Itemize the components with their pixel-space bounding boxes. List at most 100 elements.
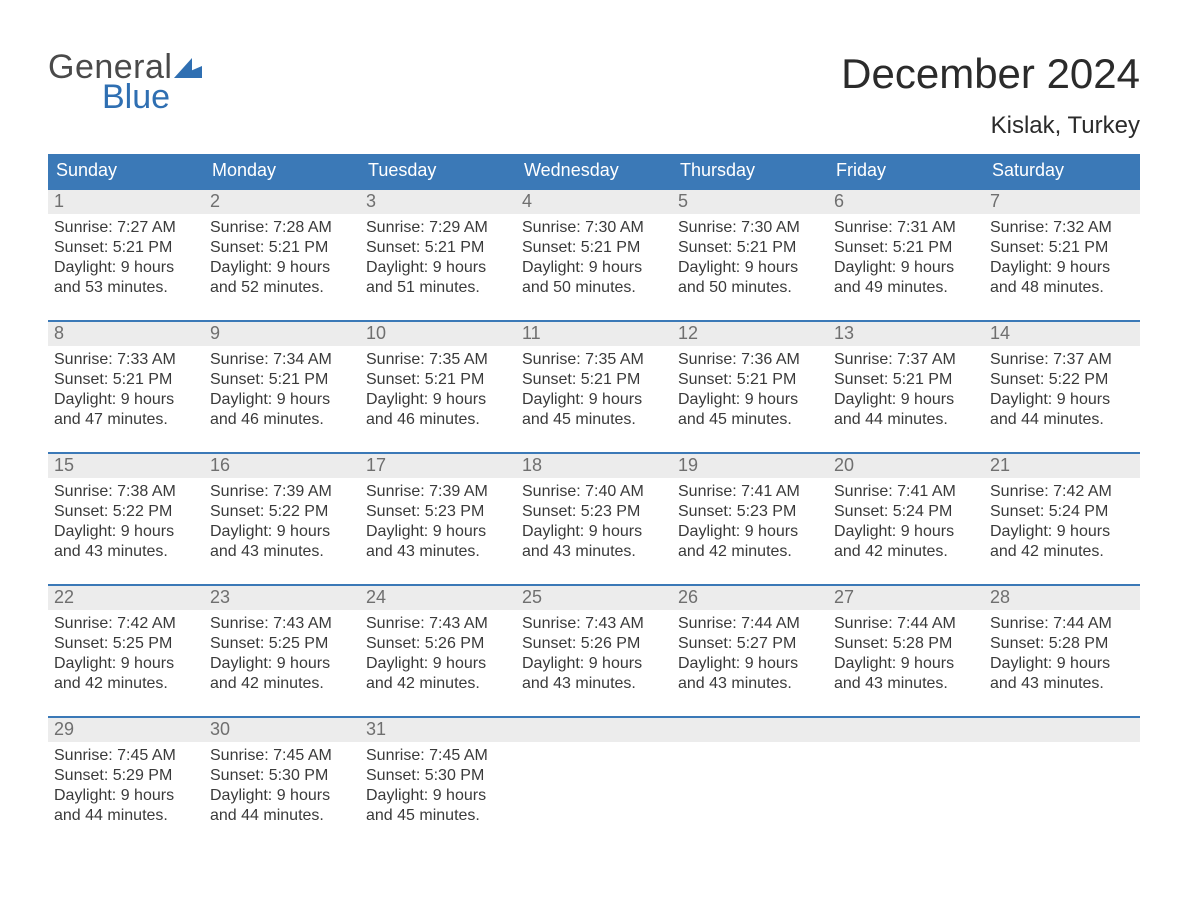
month-title: December 2024 (841, 50, 1140, 98)
day-detail-cell: Sunrise: 7:28 AMSunset: 5:21 PMDaylight:… (204, 214, 360, 298)
day-d1-line: Daylight: 9 hours (678, 654, 822, 674)
day-detail-cell (672, 742, 828, 826)
day-sr-line: Sunrise: 7:33 AM (54, 350, 198, 370)
weekday-header-cell: Sunday (48, 154, 204, 188)
day-d1-line: Daylight: 9 hours (990, 522, 1134, 542)
day-number-cell (828, 718, 984, 742)
day-number-cell: 23 (204, 586, 360, 610)
header-row: General Blue December 2024 Kislak, Turke… (48, 50, 1140, 140)
weekday-header-cell: Thursday (672, 154, 828, 188)
day-d1-line: Daylight: 9 hours (678, 390, 822, 410)
day-d2-line: and 53 minutes. (54, 278, 198, 298)
day-detail-cell: Sunrise: 7:45 AMSunset: 5:30 PMDaylight:… (360, 742, 516, 826)
day-d2-line: and 49 minutes. (834, 278, 978, 298)
calendar-page: General Blue December 2024 Kislak, Turke… (0, 0, 1188, 826)
day-sr-line: Sunrise: 7:37 AM (990, 350, 1134, 370)
day-number-cell (672, 718, 828, 742)
day-ss-line: Sunset: 5:27 PM (678, 634, 822, 654)
day-d1-line: Daylight: 9 hours (990, 654, 1134, 674)
day-d1-line: Daylight: 9 hours (678, 522, 822, 542)
day-number-cell: 27 (828, 586, 984, 610)
day-ss-line: Sunset: 5:25 PM (54, 634, 198, 654)
day-d1-line: Daylight: 9 hours (522, 258, 666, 278)
day-d2-line: and 47 minutes. (54, 410, 198, 430)
day-d1-line: Daylight: 9 hours (210, 654, 354, 674)
day-sr-line: Sunrise: 7:42 AM (54, 614, 198, 634)
day-d1-line: Daylight: 9 hours (678, 258, 822, 278)
day-detail-cell: Sunrise: 7:44 AMSunset: 5:28 PMDaylight:… (828, 610, 984, 694)
day-detail-cell: Sunrise: 7:37 AMSunset: 5:21 PMDaylight:… (828, 346, 984, 430)
day-number-cell: 30 (204, 718, 360, 742)
day-sr-line: Sunrise: 7:35 AM (366, 350, 510, 370)
day-d1-line: Daylight: 9 hours (522, 654, 666, 674)
day-number-cell: 29 (48, 718, 204, 742)
logo-text-blue: Blue (102, 80, 202, 114)
day-number-cell: 19 (672, 454, 828, 478)
day-detail-cell: Sunrise: 7:34 AMSunset: 5:21 PMDaylight:… (204, 346, 360, 430)
day-sr-line: Sunrise: 7:28 AM (210, 218, 354, 238)
day-d1-line: Daylight: 9 hours (210, 786, 354, 806)
day-ss-line: Sunset: 5:21 PM (54, 238, 198, 258)
location-label: Kislak, Turkey (841, 112, 1140, 140)
day-d1-line: Daylight: 9 hours (54, 258, 198, 278)
day-ss-line: Sunset: 5:23 PM (366, 502, 510, 522)
day-ss-line: Sunset: 5:28 PM (990, 634, 1134, 654)
day-ss-line: Sunset: 5:24 PM (834, 502, 978, 522)
day-d1-line: Daylight: 9 hours (990, 390, 1134, 410)
day-ss-line: Sunset: 5:21 PM (522, 238, 666, 258)
day-detail-row: Sunrise: 7:27 AMSunset: 5:21 PMDaylight:… (48, 214, 1140, 298)
day-sr-line: Sunrise: 7:39 AM (210, 482, 354, 502)
day-number-cell: 8 (48, 322, 204, 346)
day-d2-line: and 44 minutes. (834, 410, 978, 430)
day-number-cell (984, 718, 1140, 742)
day-detail-cell: Sunrise: 7:41 AMSunset: 5:23 PMDaylight:… (672, 478, 828, 562)
day-detail-cell: Sunrise: 7:33 AMSunset: 5:21 PMDaylight:… (48, 346, 204, 430)
day-detail-row: Sunrise: 7:38 AMSunset: 5:22 PMDaylight:… (48, 478, 1140, 562)
day-sr-line: Sunrise: 7:38 AM (54, 482, 198, 502)
day-detail-cell: Sunrise: 7:30 AMSunset: 5:21 PMDaylight:… (672, 214, 828, 298)
day-d1-line: Daylight: 9 hours (54, 654, 198, 674)
calendar: SundayMondayTuesdayWednesdayThursdayFrid… (48, 154, 1140, 826)
day-d1-line: Daylight: 9 hours (834, 390, 978, 410)
day-sr-line: Sunrise: 7:45 AM (366, 746, 510, 766)
day-detail-cell: Sunrise: 7:43 AMSunset: 5:25 PMDaylight:… (204, 610, 360, 694)
day-number-cell: 10 (360, 322, 516, 346)
day-detail-cell (828, 742, 984, 826)
day-d2-line: and 51 minutes. (366, 278, 510, 298)
day-detail-cell: Sunrise: 7:29 AMSunset: 5:21 PMDaylight:… (360, 214, 516, 298)
day-sr-line: Sunrise: 7:43 AM (366, 614, 510, 634)
day-d2-line: and 50 minutes. (678, 278, 822, 298)
day-detail-cell: Sunrise: 7:41 AMSunset: 5:24 PMDaylight:… (828, 478, 984, 562)
day-d2-line: and 42 minutes. (678, 542, 822, 562)
day-detail-cell: Sunrise: 7:35 AMSunset: 5:21 PMDaylight:… (516, 346, 672, 430)
day-sr-line: Sunrise: 7:34 AM (210, 350, 354, 370)
day-detail-cell: Sunrise: 7:37 AMSunset: 5:22 PMDaylight:… (984, 346, 1140, 430)
day-d2-line: and 42 minutes. (54, 674, 198, 694)
day-number-cell: 12 (672, 322, 828, 346)
day-detail-cell: Sunrise: 7:38 AMSunset: 5:22 PMDaylight:… (48, 478, 204, 562)
day-sr-line: Sunrise: 7:43 AM (210, 614, 354, 634)
day-d2-line: and 42 minutes. (366, 674, 510, 694)
day-d2-line: and 42 minutes. (834, 542, 978, 562)
day-d1-line: Daylight: 9 hours (210, 522, 354, 542)
day-number-cell: 18 (516, 454, 672, 478)
day-d1-line: Daylight: 9 hours (366, 786, 510, 806)
day-detail-cell: Sunrise: 7:39 AMSunset: 5:22 PMDaylight:… (204, 478, 360, 562)
day-ss-line: Sunset: 5:21 PM (366, 238, 510, 258)
day-detail-row: Sunrise: 7:42 AMSunset: 5:25 PMDaylight:… (48, 610, 1140, 694)
day-d1-line: Daylight: 9 hours (54, 786, 198, 806)
day-sr-line: Sunrise: 7:32 AM (990, 218, 1134, 238)
day-number-row: 293031 (48, 716, 1140, 742)
day-number-cell: 17 (360, 454, 516, 478)
day-number-cell: 7 (984, 190, 1140, 214)
day-d2-line: and 43 minutes. (54, 542, 198, 562)
week-row: 22232425262728Sunrise: 7:42 AMSunset: 5:… (48, 584, 1140, 694)
day-number-cell: 2 (204, 190, 360, 214)
day-sr-line: Sunrise: 7:44 AM (990, 614, 1134, 634)
day-d2-line: and 43 minutes. (678, 674, 822, 694)
day-number-cell: 16 (204, 454, 360, 478)
day-d2-line: and 43 minutes. (366, 542, 510, 562)
weeks-container: 1234567Sunrise: 7:27 AMSunset: 5:21 PMDa… (48, 188, 1140, 826)
day-ss-line: Sunset: 5:21 PM (54, 370, 198, 390)
day-number-cell: 5 (672, 190, 828, 214)
